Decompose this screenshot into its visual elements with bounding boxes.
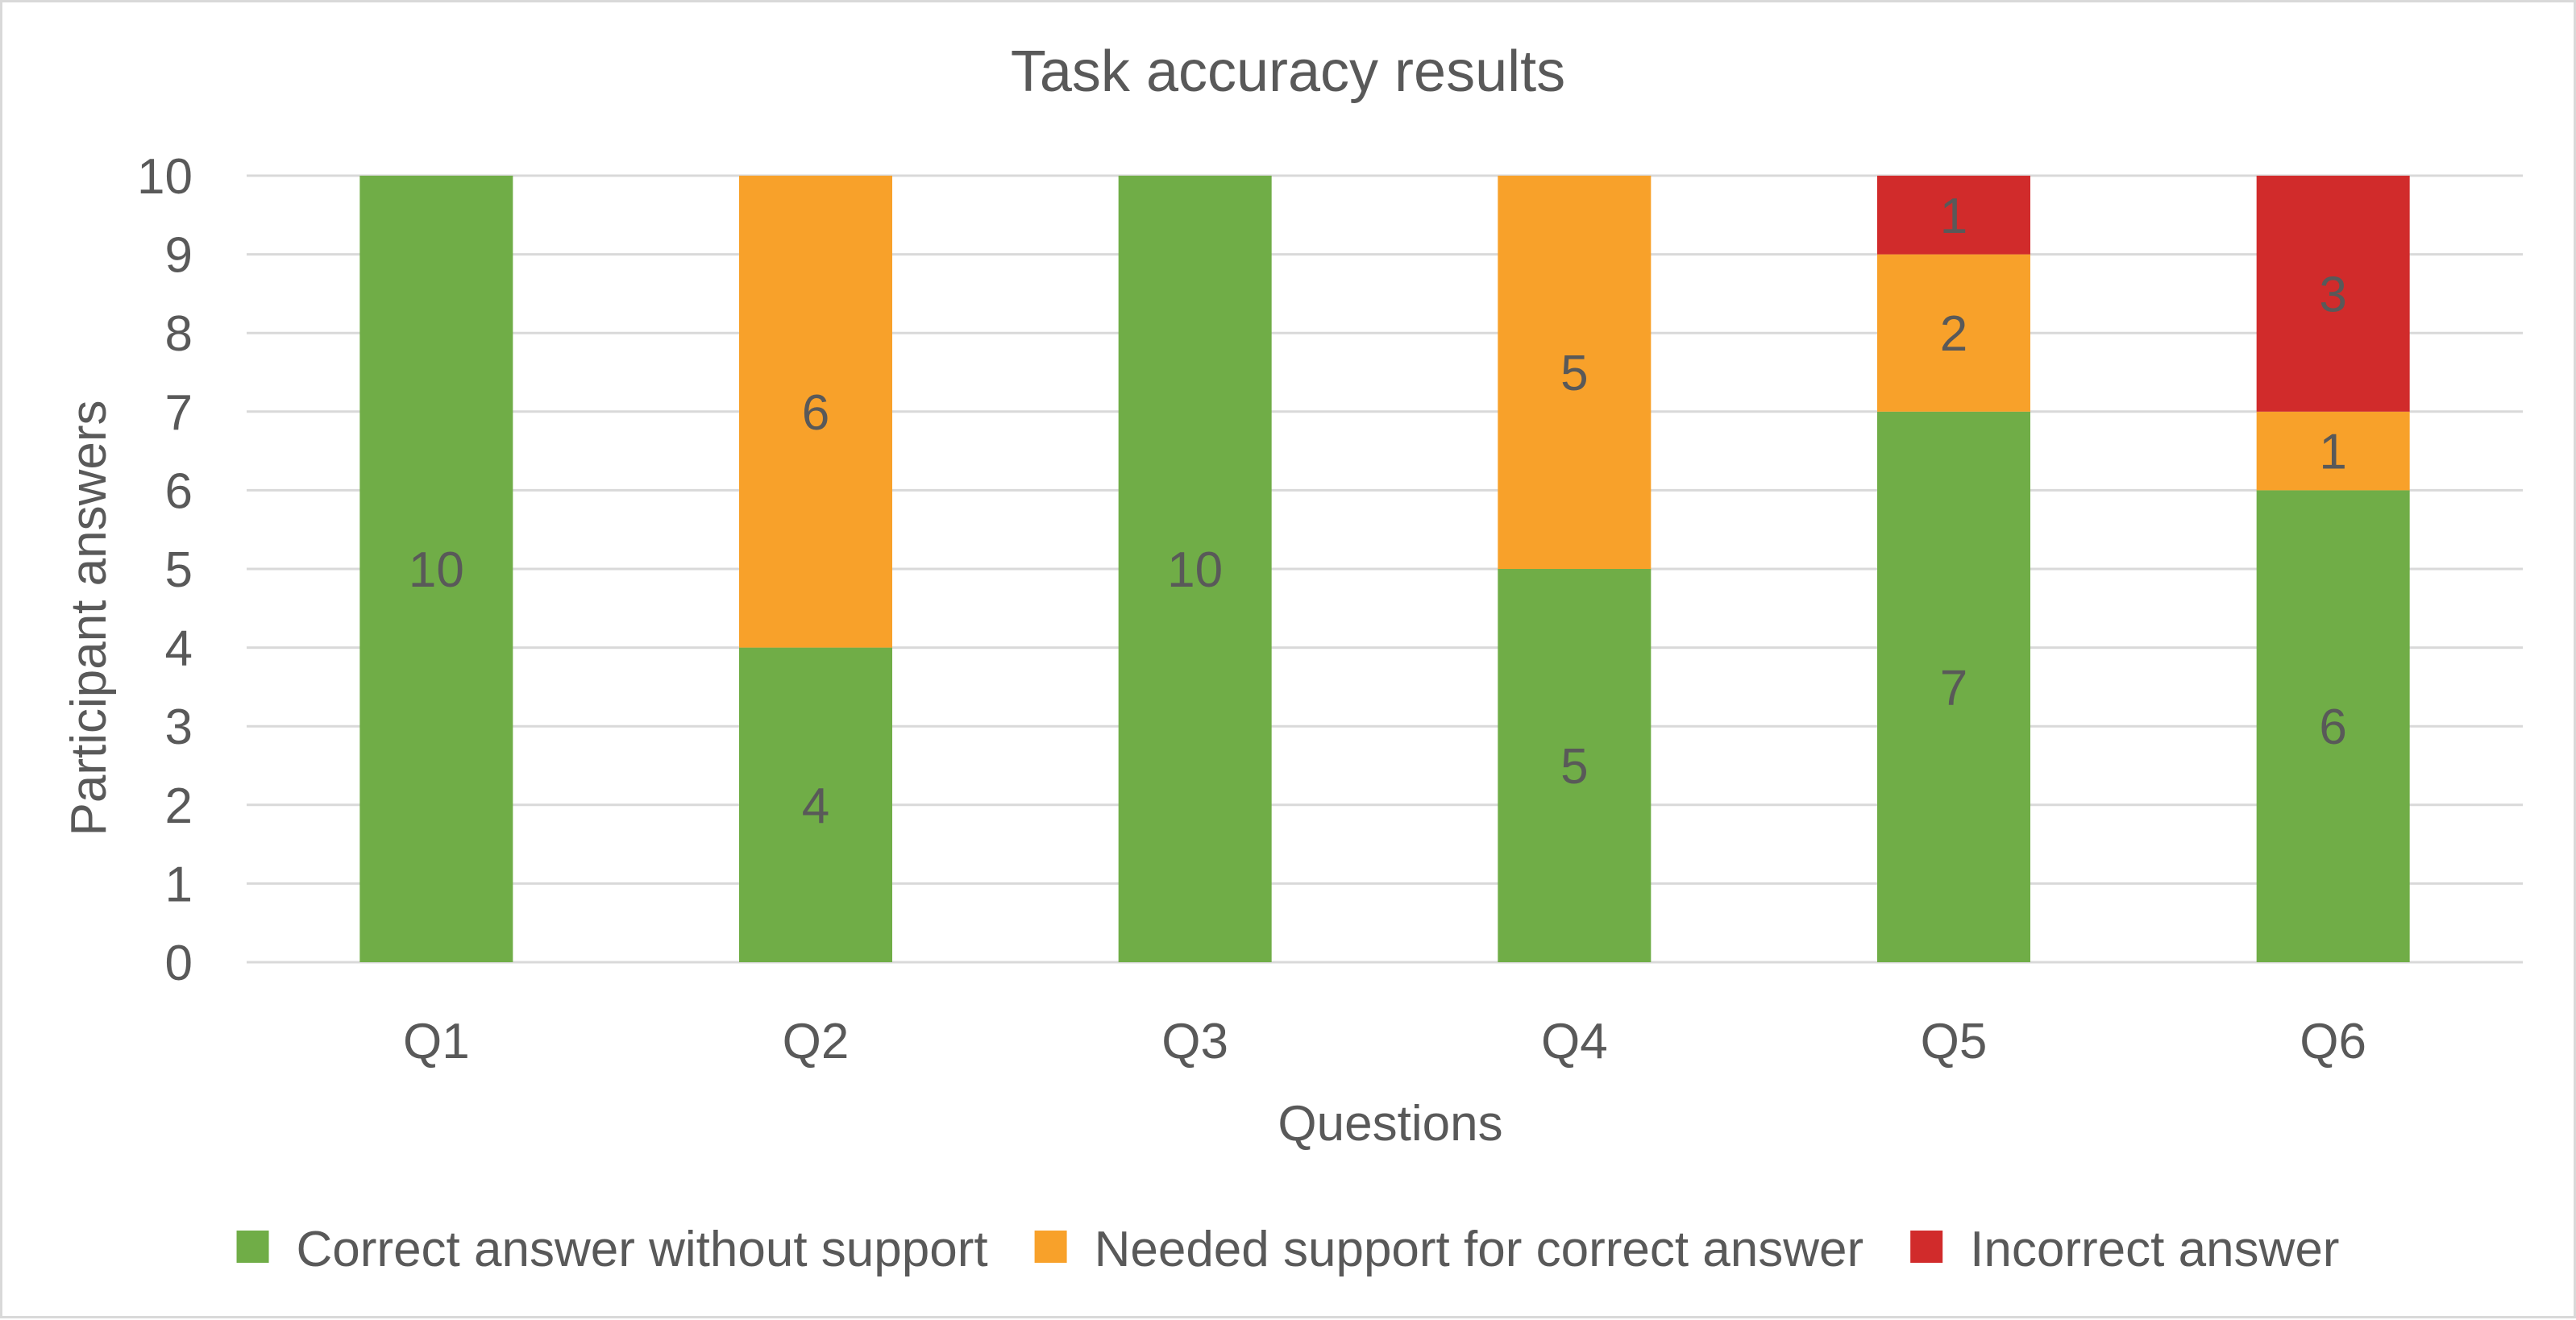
legend-item: Correct answer without support	[236, 1222, 988, 1277]
bar-segment	[1877, 411, 2030, 962]
data-label: 5	[1560, 739, 1588, 795]
y-tick-label: 10	[137, 149, 193, 205]
legend-swatch	[1910, 1231, 1943, 1263]
bar-segment	[1118, 176, 1272, 962]
bar-segment	[1498, 176, 1652, 569]
bar-segment	[1877, 254, 2030, 412]
legend-label: Correct answer without support	[297, 1222, 988, 1277]
legend-label: Needed support for correct answer	[1095, 1222, 1864, 1277]
y-tick-label: 1	[165, 857, 193, 912]
bar-segment	[739, 647, 892, 962]
y-axis-label: Participant answers	[61, 400, 117, 836]
x-tick-label: Q3	[1161, 1014, 1228, 1069]
bar-segment	[359, 176, 513, 962]
x-tick-label: Q2	[783, 1014, 850, 1069]
chart-title: Task accuracy results	[1011, 39, 1565, 104]
data-label: 10	[409, 542, 464, 598]
x-tick-label: Q1	[403, 1014, 470, 1069]
x-tick-label: Q5	[1921, 1014, 1988, 1069]
data-label: 6	[802, 385, 829, 441]
y-tick-label: 4	[165, 621, 193, 677]
data-label: 4	[802, 778, 829, 834]
legend-item: Needed support for correct answer	[1034, 1222, 1864, 1277]
x-tick-label: Q4	[1541, 1014, 1608, 1069]
y-tick-label: 2	[165, 778, 193, 834]
bar-segment	[739, 176, 892, 648]
data-label: 6	[2319, 699, 2346, 755]
data-label: 7	[1940, 660, 1967, 716]
legend-item: Incorrect answer	[1910, 1222, 2339, 1277]
y-tick-label: 5	[165, 542, 193, 598]
data-label: 5	[1560, 346, 1588, 401]
legend-label: Incorrect answer	[1970, 1222, 2339, 1277]
legend: Correct answer without support Needed sup…	[236, 1222, 2339, 1277]
legend-swatch	[1034, 1231, 1067, 1263]
gridlines	[247, 174, 2523, 964]
data-label: 10	[1167, 542, 1223, 598]
y-tick-label: 7	[165, 385, 193, 441]
data-label: 3	[2319, 267, 2346, 322]
x-tick-label: Q6	[2300, 1014, 2366, 1069]
bar-segment	[2256, 411, 2410, 491]
bar-segment	[1877, 176, 2030, 255]
y-tick-label: 3	[165, 699, 193, 755]
bars: 10 4 6 10 5 5 7 2 1 6 1 3	[359, 176, 2410, 962]
y-tick-label: 8	[165, 306, 193, 362]
data-label: 2	[1940, 306, 1967, 362]
data-label: 1	[2319, 425, 2346, 480]
bar-segment	[2256, 176, 2410, 412]
y-tick-label: 6	[165, 463, 193, 519]
x-axis-ticks: Q1 Q2 Q3 Q4 Q5 Q6	[403, 1014, 2366, 1069]
data-label: 1	[1940, 189, 1967, 244]
x-axis-label: Questions	[1278, 1096, 1502, 1152]
legend-swatch	[236, 1231, 269, 1263]
y-tick-label: 0	[165, 936, 193, 991]
bar-segment	[2256, 490, 2410, 962]
y-axis-ticks: 0 1 2 3 4 5 6 7 8 9 10	[137, 149, 193, 991]
y-tick-label: 9	[165, 228, 193, 284]
bar-segment	[1498, 569, 1652, 962]
